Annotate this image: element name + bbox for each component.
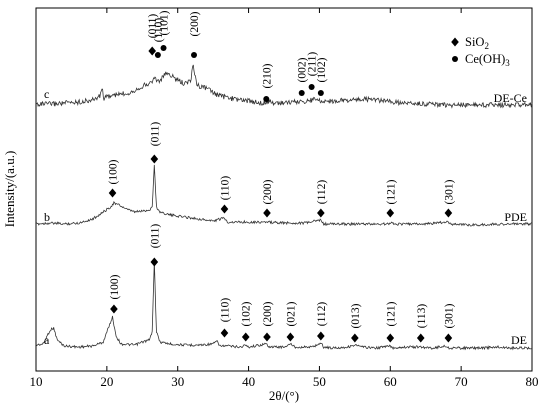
curve-letter: c [44, 87, 49, 101]
diamond-marker [444, 208, 453, 218]
peak-annotations: (100)(011)(110) (102) (200) (021) (112) (013)… [108, 10, 455, 343]
x-tick-label: 60 [384, 374, 397, 389]
peak-label: (200) [189, 11, 201, 36]
diamond-marker [241, 332, 250, 342]
peak-label: (102) [241, 301, 253, 326]
legend-circle-icon [452, 56, 458, 62]
curve-letter: a [44, 333, 50, 347]
curve-letter: b [44, 210, 50, 224]
peak-label: (121) [385, 179, 397, 204]
diamond-marker [286, 332, 295, 342]
circle-marker [308, 84, 315, 90]
diamond-marker [108, 188, 117, 198]
x-axis-title: 2θ/(°) [269, 388, 299, 403]
legend-label: SiO2 [465, 35, 489, 51]
peak-label: (011) [149, 224, 161, 249]
circle-marker [298, 90, 305, 96]
diamond-marker [220, 204, 229, 214]
peak-label: (110) [219, 298, 231, 323]
peak-label: (112) [316, 180, 328, 205]
legend-label: Ce(OH)3 [465, 52, 510, 68]
diamond-marker [386, 208, 395, 218]
diamond-marker [148, 46, 157, 56]
peak-label: (121) [385, 301, 397, 326]
peak-label: (113) [416, 304, 428, 329]
diffraction-curves: a DE b PDE c DE-Ce [35, 64, 533, 351]
peak-label: (200) [262, 301, 274, 326]
peak-label: (112) [316, 302, 328, 327]
circle-marker [154, 52, 161, 58]
circle-marker [317, 90, 324, 96]
curve-pde [35, 164, 533, 227]
peak-label: (100) [108, 159, 120, 184]
peak-label: (301) [443, 179, 455, 204]
peak-label: (021) [285, 301, 297, 326]
legend-diamond-icon [451, 37, 459, 47]
y-axis-title: Intensity/(a.u.) [2, 151, 17, 228]
peak-label: (102) [316, 57, 328, 82]
peak-label: (110) [219, 176, 231, 201]
diamond-marker [444, 333, 453, 343]
diamond-marker [110, 304, 118, 314]
diamond-marker [263, 332, 271, 342]
peak-label: (200) [262, 179, 274, 204]
curve-name-label: PDE [504, 210, 527, 224]
diamond-marker [220, 328, 229, 338]
peak-label: (100) [109, 274, 121, 299]
peak-label: (002) [297, 57, 309, 82]
curve-de-ce [35, 64, 533, 109]
peak-label: (210) [261, 63, 273, 88]
x-tick-label: 30 [171, 374, 184, 389]
circle-marker [191, 52, 198, 58]
circle-marker [160, 45, 167, 51]
axis-ticks: 10 20 30 40 50 60 70 80 [30, 8, 539, 389]
diamond-marker [351, 333, 359, 343]
diamond-marker [416, 333, 425, 343]
x-tick-label: 50 [313, 374, 326, 389]
peak-label: (011) [149, 122, 161, 147]
plot-frame [35, 7, 533, 372]
diamond-marker [317, 208, 325, 218]
x-tick-label: 70 [455, 374, 468, 389]
curve-name-label: DE [511, 333, 527, 347]
diamond-marker [263, 208, 271, 218]
diamond-marker [386, 333, 395, 343]
peak-label: (101) [159, 10, 171, 35]
curve-de [35, 261, 533, 351]
x-tick-label: 20 [100, 374, 113, 389]
peak-label: (110) [153, 18, 165, 43]
peak-label: (013) [350, 303, 362, 328]
x-tick-label: 80 [526, 374, 539, 389]
circle-marker [263, 96, 270, 102]
curve-name-label: DE-Ce [494, 91, 527, 105]
diamond-marker [317, 331, 325, 341]
peak-label: (211) [307, 52, 319, 77]
x-tick-label: 10 [30, 374, 43, 389]
diamond-marker [150, 154, 159, 164]
peak-label: (301) [443, 303, 455, 328]
x-tick-label: 40 [242, 374, 255, 389]
diamond-marker [150, 257, 159, 267]
peak-label: (011) [147, 14, 159, 39]
